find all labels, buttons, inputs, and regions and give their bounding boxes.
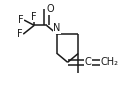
Text: N: N <box>53 23 61 33</box>
Text: F: F <box>31 12 37 22</box>
Text: O: O <box>47 5 55 15</box>
Text: F: F <box>18 15 24 25</box>
Text: C: C <box>85 57 92 67</box>
Text: CH₂: CH₂ <box>100 57 118 67</box>
Text: F: F <box>17 29 23 39</box>
